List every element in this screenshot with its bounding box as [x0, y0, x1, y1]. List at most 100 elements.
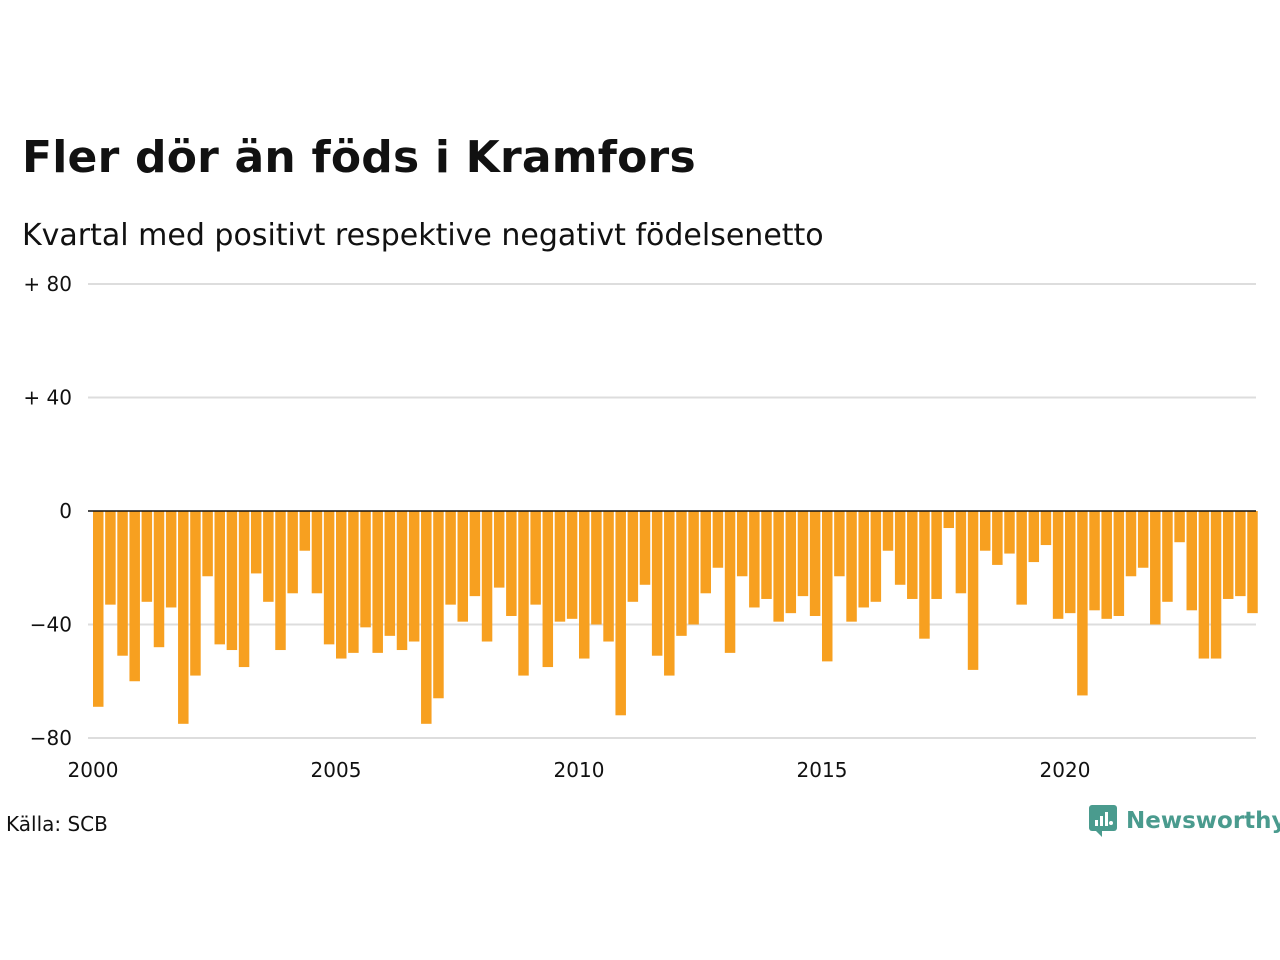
- bar: [214, 511, 225, 645]
- bar: [882, 511, 894, 551]
- x-tick-label: 2015: [797, 758, 848, 782]
- bar: [797, 511, 809, 597]
- bar: [408, 511, 420, 642]
- bar: [530, 511, 541, 605]
- x-tick-label: 2005: [311, 758, 362, 782]
- bar: [117, 511, 128, 656]
- y-tick-label: −40: [30, 613, 72, 637]
- bar: [773, 511, 784, 622]
- bar: [822, 511, 833, 662]
- bar: [372, 511, 383, 653]
- bar: [105, 511, 116, 605]
- x-tick-label: 2010: [554, 758, 605, 782]
- bar: [360, 511, 371, 628]
- bar: [591, 511, 602, 625]
- bar: [433, 511, 444, 699]
- bar: [238, 511, 250, 668]
- bar: [421, 511, 432, 724]
- bar: [967, 511, 979, 670]
- bar: [858, 511, 869, 608]
- bar: [202, 511, 213, 577]
- bar: [627, 511, 639, 602]
- bar: [931, 511, 942, 599]
- chart-subtitle: Kvartal med positivt respektive negativt…: [22, 218, 824, 253]
- bar: [846, 511, 857, 622]
- bar: [481, 511, 493, 642]
- bar: [834, 511, 845, 577]
- bar: [651, 511, 663, 656]
- bar-chart: + 80 + 40 0 −40 −80 2000 2005 2010 2015 2020: [23, 272, 1258, 782]
- bar: [1198, 511, 1210, 659]
- bar: [518, 511, 529, 676]
- bar: [1113, 511, 1125, 616]
- bar: [1210, 511, 1222, 659]
- bar: [469, 511, 481, 597]
- axes: + 80 + 40 0 −40 −80 2000 2005 2010 2015 2020: [23, 272, 1256, 782]
- bar: [554, 511, 566, 622]
- bar: [542, 511, 554, 668]
- bar: [1040, 511, 1052, 546]
- bar: [323, 511, 335, 645]
- bar: [943, 511, 954, 529]
- bar: [153, 511, 165, 648]
- bar: [615, 511, 626, 716]
- bar: [1052, 511, 1064, 619]
- y-tick-label: + 80: [23, 272, 72, 296]
- bar: [1101, 511, 1112, 619]
- bar: [129, 511, 140, 682]
- bar: [287, 511, 298, 594]
- bar: [178, 511, 189, 724]
- brand-name: Newsworthy: [1126, 808, 1280, 834]
- bar: [603, 511, 614, 642]
- bar: [579, 511, 590, 659]
- bar: [749, 511, 760, 608]
- x-tick-label: 2000: [68, 758, 119, 782]
- bar: [1125, 511, 1137, 577]
- bar: [141, 511, 153, 602]
- bar: [700, 511, 711, 594]
- bar: [664, 511, 675, 676]
- bar: [1016, 511, 1027, 605]
- bar: [1089, 511, 1100, 611]
- bar: [311, 511, 323, 594]
- bar: [688, 511, 699, 625]
- bar: [712, 511, 724, 568]
- y-tick-label: −80: [30, 726, 72, 750]
- bar: [992, 511, 1003, 565]
- source-note: Källa: SCB: [6, 812, 108, 836]
- bar: [1065, 511, 1076, 614]
- bar: [1004, 511, 1015, 554]
- x-tick-label: 2020: [1040, 758, 1091, 782]
- bar: [1186, 511, 1197, 611]
- bar: [165, 511, 177, 608]
- bar: [785, 511, 797, 614]
- bar: [955, 511, 967, 594]
- bar: [384, 511, 396, 636]
- bar: [761, 511, 772, 599]
- bar: [493, 511, 505, 588]
- bar: [226, 511, 238, 651]
- bar: [457, 511, 468, 622]
- bar: [348, 511, 359, 653]
- bar: [894, 511, 906, 585]
- bar: [263, 511, 274, 602]
- bar: [566, 511, 578, 619]
- bars: [93, 511, 1258, 724]
- bar: [1162, 511, 1173, 602]
- bar: [870, 511, 882, 602]
- chart-title: Fler dör än föds i Kramfors: [22, 132, 696, 183]
- bar: [979, 511, 991, 551]
- bar: [809, 511, 821, 616]
- y-tick-label: + 40: [23, 386, 72, 410]
- bar: [919, 511, 930, 639]
- bar: [336, 511, 347, 659]
- bar: [250, 511, 262, 574]
- bar: [1150, 511, 1161, 625]
- bar: [396, 511, 408, 651]
- bar: [1235, 511, 1246, 597]
- newsworthy-icon: [1089, 805, 1117, 837]
- bar: [1028, 511, 1040, 563]
- bar: [736, 511, 748, 577]
- bar: [1137, 511, 1149, 568]
- bar: [1222, 511, 1234, 599]
